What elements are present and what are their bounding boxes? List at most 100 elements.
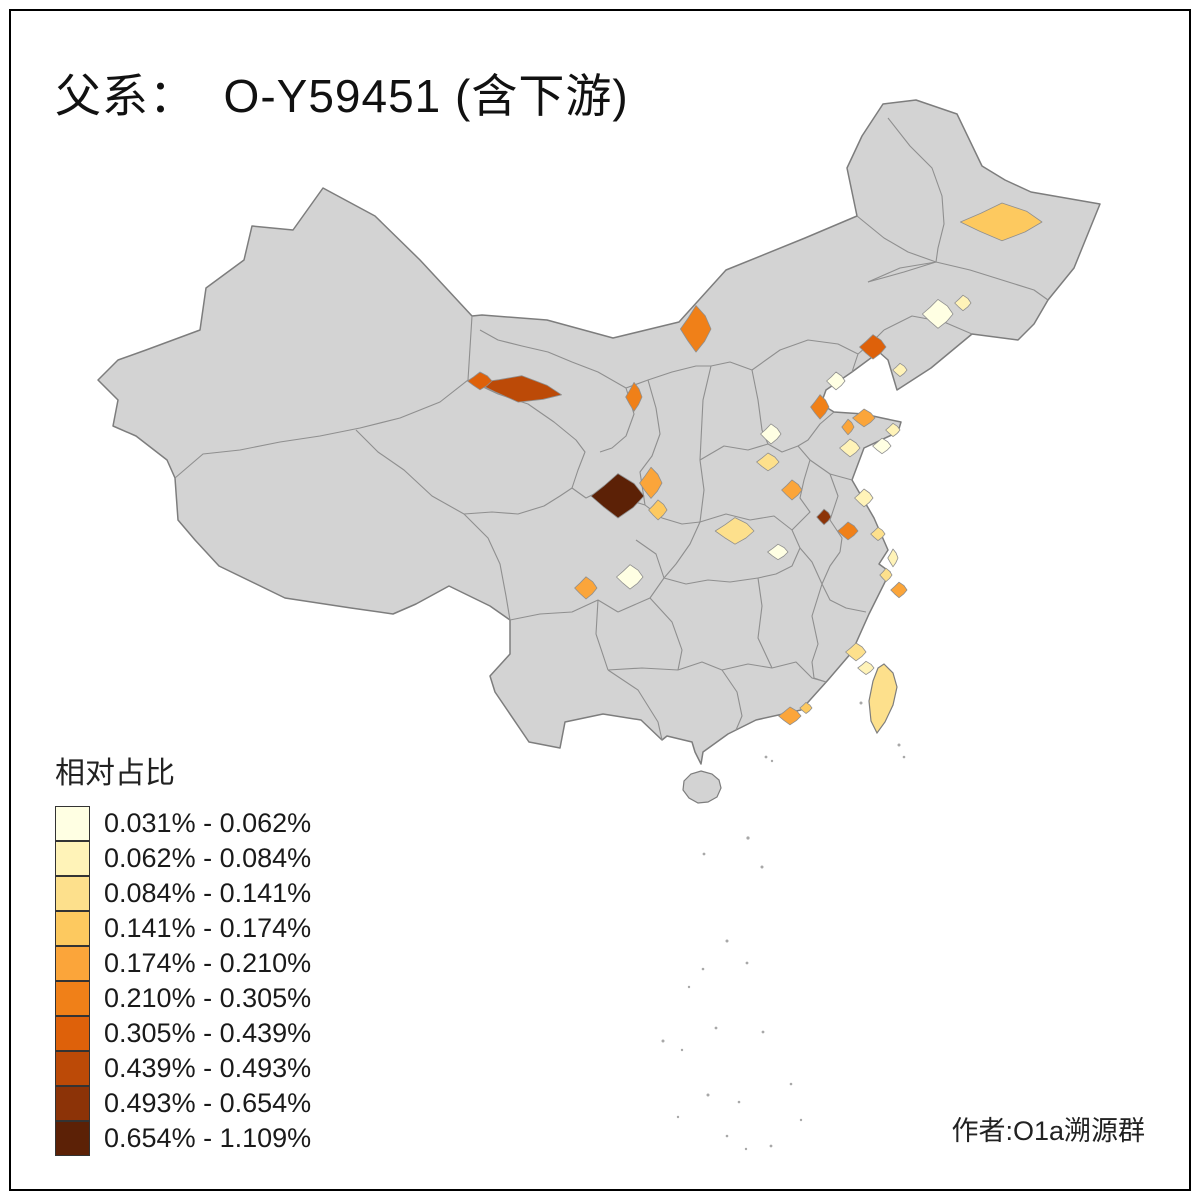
map-region [799,702,813,714]
page-title: 父系： O-Y59451 (含下游) [55,70,629,122]
province-border [797,411,835,447]
map-region [837,521,859,541]
map-region [648,499,668,521]
province-border [607,667,679,671]
sea-islet [687,985,691,989]
map-region [767,543,789,561]
map-region [816,508,832,526]
map-region [467,371,493,391]
province-border [829,473,843,553]
province-border [174,315,473,479]
map-region [760,423,782,445]
sea-islet [760,865,764,869]
sea-islet [897,743,901,747]
map-region [839,438,861,458]
sea-islet [714,1026,718,1030]
map-region [859,334,887,360]
map-region [852,408,876,428]
legend-row: 0.654% - 1.109% [55,1120,312,1156]
map-region [714,517,755,545]
sea-islet [680,1048,684,1052]
province-border [663,577,759,585]
legend-label: 0.210% - 0.305% [104,983,312,1013]
sea-islet [746,836,750,840]
legend-swatch [55,1120,90,1156]
map-region [680,305,712,353]
map-region [854,488,874,508]
legend-row: 0.305% - 0.439% [55,1015,312,1051]
map-region [574,576,598,600]
author-credit: 作者:O1a溯源群 [951,1116,1145,1146]
sea-islet [737,1100,741,1104]
map-region [954,294,972,312]
sea-islet [725,939,729,943]
province-border [856,215,937,263]
legend-swatch [55,805,90,841]
legend-label: 0.174% - 0.210% [104,948,312,978]
province-border [699,365,712,461]
sea-islet [701,967,705,971]
sea-islet [769,1144,773,1148]
legend-swatch [55,980,90,1016]
map-region [922,298,954,329]
sea-islet [761,1030,765,1034]
province-border [607,669,663,741]
legend-row: 0.174% - 0.210% [55,945,312,981]
province-border [887,117,945,263]
province-border [821,551,867,613]
map-region [890,581,908,599]
legend-label: 0.439% - 0.493% [104,1053,312,1083]
map-region [960,202,1043,242]
province-border [710,361,753,371]
map-region [841,418,855,436]
hainan-island [682,770,722,804]
legend: 相对占比 0.031% - 0.062% 0.062% - 0.084% 0.084… [55,748,311,1156]
province-border [479,329,627,389]
legend-row: 0.031% - 0.062% [55,805,311,841]
sea-islet [902,755,906,759]
legend-label: 0.654% - 1.109% [104,1123,312,1153]
map-region [857,660,875,675]
map-region [616,564,644,590]
map-region [872,437,892,455]
sea-islet [764,755,768,759]
sea-islet [661,1039,665,1043]
map-region [845,642,867,662]
legend-label: 0.305% - 0.439% [104,1018,312,1048]
map-region [892,362,908,378]
legend-swatch [55,875,90,911]
province-border [663,521,701,579]
province-border [677,661,743,731]
legend-row: 0.210% - 0.305% [55,980,312,1016]
legend-swatch [55,945,90,981]
map-region [756,452,780,472]
province-border [799,547,823,585]
legend-rows: 0.031% - 0.062% 0.062% - 0.084% 0.084% - 0… [55,805,312,1156]
map-region [826,371,846,391]
legend-row: 0.141% - 0.174% [55,910,311,946]
legend-swatch [55,1050,90,1086]
map-region [639,466,663,499]
province-border [867,261,937,283]
taiwan-island [868,663,898,735]
map-region [810,394,830,420]
province-border [639,379,661,506]
map-region [590,473,645,519]
legend-swatch [55,840,90,876]
map-region [781,479,803,501]
map-region [625,381,643,412]
province-border [757,577,773,669]
province-border [509,599,619,621]
map-region [885,422,901,438]
province-border [867,261,1049,301]
legend-row: 0.084% - 0.141% [55,875,312,911]
sea-islet [799,1118,803,1122]
sea-islet [789,1082,793,1086]
legend-row: 0.493% - 0.654% [55,1085,311,1121]
legend-swatch [55,1085,90,1121]
legend-label: 0.084% - 0.141% [104,878,312,908]
sea-islet [770,759,774,763]
map-region [887,548,899,568]
province-border [751,339,859,373]
legend-row: 0.439% - 0.493% [55,1050,312,1086]
